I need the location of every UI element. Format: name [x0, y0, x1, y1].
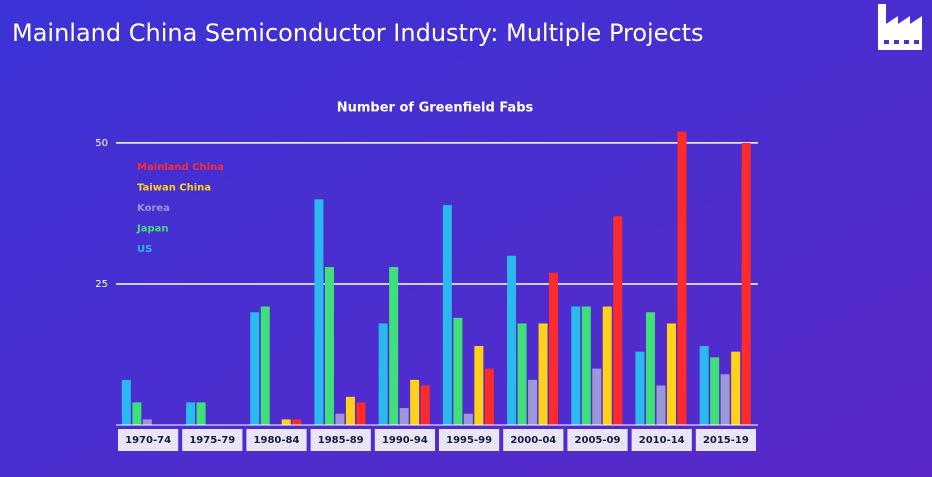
x-tick-label: 1995-99: [446, 435, 492, 446]
chart-title: Number of Greenfield Fabs: [337, 101, 534, 116]
bar: [442, 204, 452, 425]
bar: [345, 396, 355, 425]
legend-label: Mainland China: [137, 162, 224, 173]
bar: [699, 346, 709, 425]
bar: [656, 385, 666, 425]
bar: [453, 317, 463, 425]
bar: [538, 323, 548, 425]
category-box: [310, 429, 371, 451]
category-box: [439, 429, 500, 451]
legend-label: Korea: [137, 203, 170, 214]
category-box: [631, 429, 692, 451]
x-tick-label: 1970-74: [125, 435, 171, 446]
bar: [389, 267, 399, 425]
bar: [463, 413, 473, 425]
x-tick-label: 1980-84: [254, 435, 300, 446]
category-box: [246, 429, 307, 451]
bar: [474, 346, 484, 425]
bar: [186, 402, 196, 425]
category-box: [567, 429, 628, 451]
x-tick-label: 1975-79: [189, 435, 235, 446]
bar: [666, 323, 676, 425]
bar: [378, 323, 388, 425]
legend-label: US: [137, 244, 152, 255]
bar: [581, 306, 591, 425]
category-box: [118, 429, 179, 451]
bar: [324, 267, 334, 425]
bar: [731, 351, 741, 425]
y-tick-label: 50: [95, 138, 108, 149]
bar: [142, 419, 152, 425]
bar: [592, 368, 602, 425]
bar: [528, 379, 538, 425]
category-box: [374, 429, 435, 451]
bar: [250, 312, 260, 425]
bar: [410, 379, 420, 425]
bar: [549, 272, 559, 425]
x-tick-label: 1990-94: [382, 435, 428, 446]
bar: [132, 402, 142, 425]
bar: [677, 131, 687, 425]
bar: [292, 419, 302, 425]
bar: [121, 379, 131, 425]
bar: [571, 306, 581, 425]
y-tick-label: 25: [95, 279, 108, 290]
legend-label: Japan: [136, 224, 169, 235]
bar: [420, 385, 430, 425]
bar: [281, 419, 291, 425]
x-tick-label: 2005-09: [575, 435, 621, 446]
x-tick-label: 2000-04: [510, 435, 556, 446]
x-tick-label: 1985-89: [318, 435, 364, 446]
bar: [645, 312, 655, 425]
bar: [507, 255, 517, 425]
bar: [720, 374, 730, 425]
bar: [741, 142, 751, 425]
bar: [399, 408, 409, 425]
bar: [602, 306, 612, 425]
bar: [710, 357, 720, 425]
bar: [517, 323, 527, 425]
bar: [314, 199, 324, 425]
bar: [484, 368, 494, 425]
category-box: [503, 429, 564, 451]
bar: [356, 402, 366, 425]
bar: [335, 413, 345, 425]
category-box: [182, 429, 243, 451]
bar: [196, 402, 206, 425]
bar: [260, 306, 270, 425]
category-box: [695, 429, 756, 451]
bar: [635, 351, 645, 425]
factory-icon: [878, 4, 922, 50]
legend-label: Taiwan China: [137, 183, 211, 194]
x-tick-label: 2010-14: [639, 435, 685, 446]
x-tick-label: 2015-19: [703, 435, 749, 446]
bar: [613, 216, 623, 425]
slide-title: Mainland China Semiconductor Industry: M…: [12, 19, 704, 47]
